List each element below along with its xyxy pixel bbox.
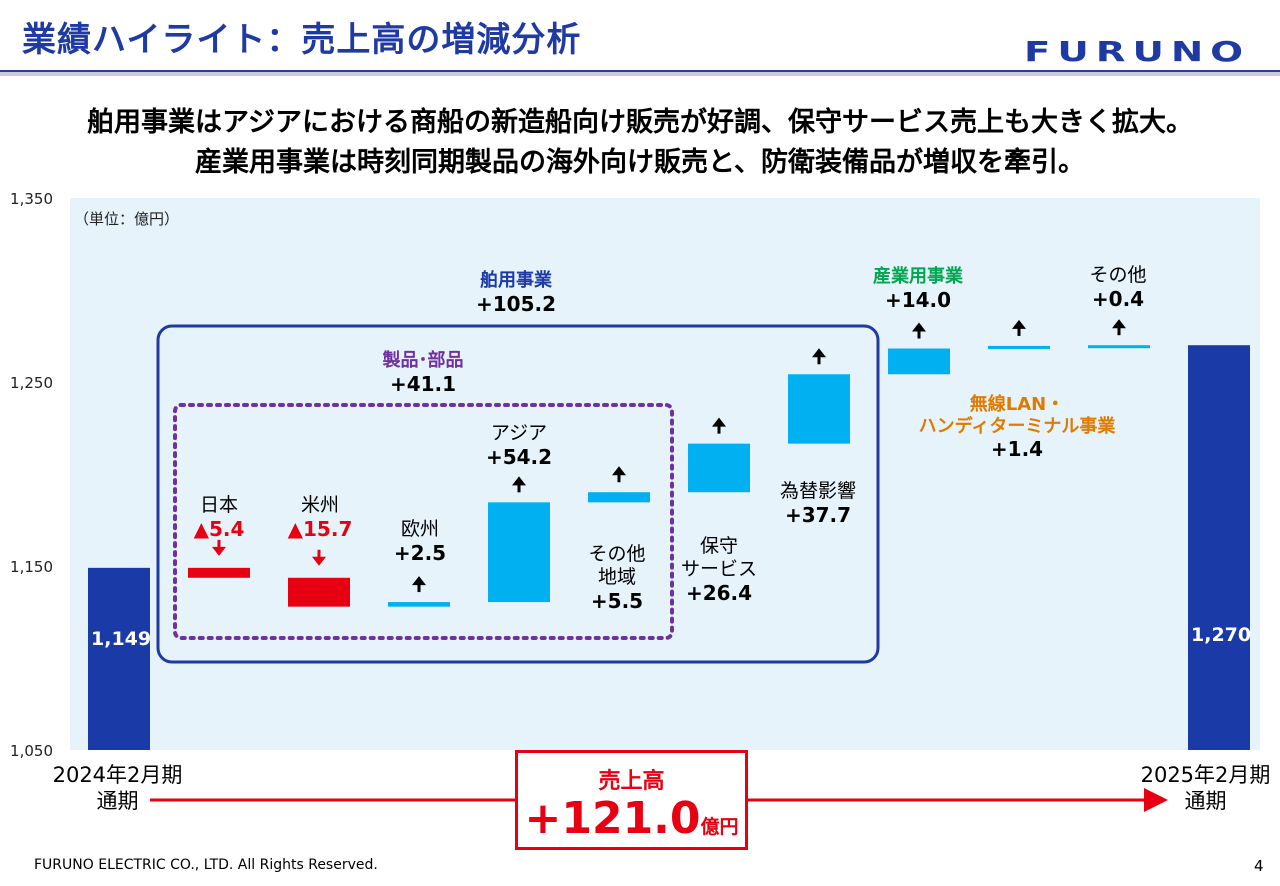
page-number: 4	[1254, 857, 1264, 875]
products-group-label: 製品･部品 +41.1	[383, 350, 464, 396]
label-japan-name: 日本	[199, 494, 238, 516]
plot-area	[70, 198, 1260, 750]
marine-group-name: 舶用事業	[480, 270, 552, 291]
bar-americas	[288, 577, 350, 607]
arrow-up-icon	[512, 476, 526, 493]
period-end-label: 2025年2月期 通期	[1118, 762, 1280, 815]
label-asia-name: アジア	[490, 422, 548, 444]
furuno-logo: FURUNO	[1024, 37, 1250, 65]
label-industrial-name: 産業用事業	[873, 266, 963, 287]
marine-group-label: 舶用事業 +105.2	[476, 270, 556, 316]
label-asia-delta: +54.2	[485, 444, 553, 469]
label-wireless: 無線LAN・ ハンディターミナル事業 +1.4	[919, 394, 1116, 461]
end-total-value: 1,270	[1191, 624, 1252, 646]
label-wireless-name: 無線LAN・ ハンディターミナル事業	[918, 394, 1116, 437]
products-group-name: 製品･部品	[382, 350, 464, 371]
label-americas: 米州 ▲15.7	[288, 494, 353, 541]
bar-end-total	[1188, 345, 1250, 750]
header-rule	[0, 70, 1280, 76]
label-europe: 欧州 +2.5	[394, 518, 446, 565]
label-japan: 日本 ▲5.4	[194, 494, 245, 541]
bar-japan	[188, 567, 250, 578]
marine-group-box	[156, 324, 880, 664]
total-change-box: 売上高 +121.0億円	[515, 750, 748, 850]
label-maintenance-delta: +26.4	[685, 580, 753, 605]
label-asia: アジア +54.2	[486, 422, 552, 469]
products-group-box	[173, 403, 674, 640]
label-japan-delta: ▲5.4	[193, 516, 245, 541]
period-start-label: 2024年2月期 通期	[30, 762, 205, 815]
footer-copyright: FURUNO ELECTRIC CO., LTD. All Rights Res…	[34, 857, 378, 873]
arrow-up-icon	[812, 348, 826, 365]
y-tick-label: 1,250	[10, 374, 53, 392]
bar-start-total	[88, 567, 150, 750]
label-fx-name: 為替影響	[779, 480, 857, 502]
arrow-down-icon	[212, 539, 226, 556]
label-maintenance-name: 保守 サービス	[680, 535, 758, 580]
label-americas-delta: ▲15.7	[287, 516, 353, 541]
label-industrial: 産業用事業 +14.0	[873, 266, 963, 312]
arrow-up-icon	[712, 417, 726, 434]
label-other-regions: その他 地域 +5.5	[588, 543, 645, 613]
bar-wireless	[988, 345, 1050, 349]
label-others-name: その他	[1089, 264, 1147, 286]
label-other-regions-name: その他 地域	[588, 543, 646, 588]
label-fx-delta: +37.7	[784, 502, 852, 527]
y-tick-label: 1,150	[10, 558, 53, 576]
start-total-value: 1,149	[91, 628, 152, 650]
bar-fx	[788, 374, 850, 444]
products-group-delta: +41.1	[389, 371, 457, 396]
bar-industrial	[888, 348, 950, 375]
bar-others	[1088, 345, 1150, 349]
label-industrial-delta: +14.0	[884, 287, 952, 312]
total-change-number: +121.0	[524, 793, 701, 844]
bar-asia	[488, 502, 550, 603]
label-europe-delta: +2.5	[393, 540, 447, 565]
total-change-unit: 億円	[700, 816, 739, 838]
page-title: 業績ハイライト：売上高の増減分析	[22, 20, 582, 60]
y-tick-label: 1,050	[10, 742, 53, 760]
label-fx: 為替影響 +37.7	[780, 480, 856, 527]
arrow-up-icon	[1012, 319, 1026, 336]
label-other-regions-delta: +5.5	[590, 588, 644, 613]
marine-group-delta: +105.2	[475, 291, 557, 316]
label-wireless-delta: +1.4	[990, 437, 1044, 462]
period-end-text: 2025年2月期 通期	[1140, 763, 1271, 814]
arrow-up-icon	[612, 466, 626, 483]
logo-text: FURUNO	[1024, 37, 1250, 65]
period-start-text: 2024年2月期 通期	[52, 763, 183, 814]
headline-line-2: 産業用事業は時刻同期製品の海外向け販売と、防衛装備品が増収を牽引。	[195, 147, 1085, 178]
arrow-up-icon	[1112, 319, 1126, 336]
arrow-up-icon	[412, 576, 426, 593]
label-others: その他 +0.4	[1089, 264, 1146, 311]
bar-other-regions	[588, 492, 650, 503]
label-europe-name: 欧州	[400, 518, 439, 540]
total-change-label: 売上高	[598, 769, 665, 794]
label-maintenance: 保守 サービス +26.4	[681, 535, 757, 605]
headline-line-1: 舶用事業はアジアにおける商船の新造船向け販売が好調、保守サービス売上も大きく拡大…	[87, 107, 1193, 138]
arrow-down-icon	[312, 549, 326, 566]
period-arrowhead-icon	[1144, 788, 1168, 812]
total-change-value: +121.0億円	[518, 793, 745, 844]
bar-maintenance	[688, 443, 750, 493]
arrow-up-icon	[912, 322, 926, 339]
arrow-icons	[212, 319, 1126, 593]
unit-label: （単位：億円）	[74, 210, 180, 228]
bar-europe	[388, 602, 450, 607]
label-others-delta: +0.4	[1091, 286, 1145, 311]
label-americas-name: 米州	[300, 494, 340, 516]
y-tick-label: 1,350	[10, 190, 53, 208]
